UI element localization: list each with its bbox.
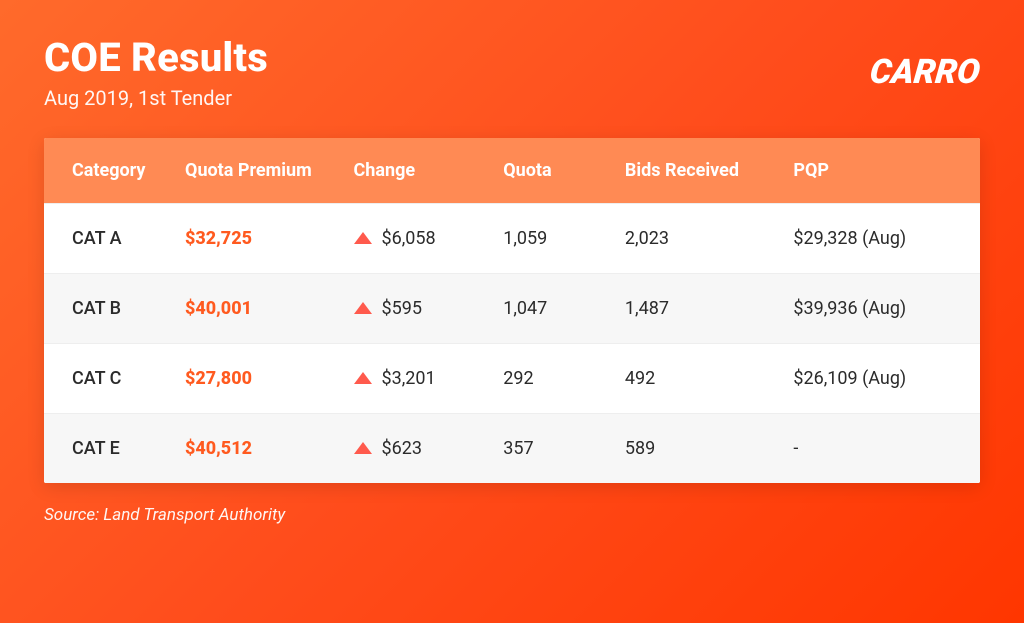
col-header-bids: Bids Received xyxy=(615,138,783,204)
cell-change: $6,058 xyxy=(344,204,494,274)
cell-change: $595 xyxy=(344,274,494,344)
cell-quota: 292 xyxy=(493,344,615,414)
page-subtitle: Aug 2019, 1st Tender xyxy=(44,86,268,110)
cell-premium: $40,001 xyxy=(175,274,343,344)
cell-quota: 357 xyxy=(493,414,615,484)
cell-change-value: $595 xyxy=(382,298,422,319)
table-row: CAT C $27,800 $3,201 292 492 $26,109 (Au… xyxy=(44,344,980,414)
results-table: Category Quota Premium Change Quota Bids… xyxy=(44,138,980,483)
results-table-container: Category Quota Premium Change Quota Bids… xyxy=(44,138,980,483)
table-row: CAT B $40,001 $595 1,047 1,487 $39,936 (… xyxy=(44,274,980,344)
arrow-up-icon xyxy=(354,232,372,244)
cell-category: CAT A xyxy=(44,204,175,274)
cell-quota: 1,047 xyxy=(493,274,615,344)
source-attribution: Source: Land Transport Authority xyxy=(44,505,980,525)
table-row: CAT E $40,512 $623 357 589 - xyxy=(44,414,980,484)
cell-category: CAT C xyxy=(44,344,175,414)
arrow-up-icon xyxy=(354,302,372,314)
cell-change-value: $6,058 xyxy=(382,228,436,249)
col-header-pqp: PQP xyxy=(783,138,980,204)
col-header-change: Change xyxy=(344,138,494,204)
cell-pqp: $39,936 (Aug) xyxy=(783,274,980,344)
cell-change: $623 xyxy=(344,414,494,484)
table-header-row: Category Quota Premium Change Quota Bids… xyxy=(44,138,980,204)
col-header-premium: Quota Premium xyxy=(175,138,343,204)
cell-premium: $27,800 xyxy=(175,344,343,414)
table-body: CAT A $32,725 $6,058 1,059 2,023 $29,328… xyxy=(44,204,980,484)
cell-change: $3,201 xyxy=(344,344,494,414)
coe-results-card: COE Results Aug 2019, 1st Tender CARRO C… xyxy=(0,0,1024,623)
arrow-up-icon xyxy=(354,372,372,384)
cell-premium: $32,725 xyxy=(175,204,343,274)
cell-change-value: $623 xyxy=(382,438,422,459)
col-header-category: Category xyxy=(44,138,175,204)
cell-bids: 492 xyxy=(615,344,783,414)
cell-bids: 2,023 xyxy=(615,204,783,274)
cell-category: CAT B xyxy=(44,274,175,344)
cell-category: CAT E xyxy=(44,414,175,484)
cell-premium: $40,512 xyxy=(175,414,343,484)
cell-pqp: $29,328 (Aug) xyxy=(783,204,980,274)
cell-change-value: $3,201 xyxy=(382,368,436,389)
cell-bids: 1,487 xyxy=(615,274,783,344)
title-block: COE Results Aug 2019, 1st Tender xyxy=(44,36,268,110)
arrow-up-icon xyxy=(354,442,372,454)
table-row: CAT A $32,725 $6,058 1,059 2,023 $29,328… xyxy=(44,204,980,274)
cell-bids: 589 xyxy=(615,414,783,484)
cell-quota: 1,059 xyxy=(493,204,615,274)
carro-logo: CARRO xyxy=(868,52,982,92)
cell-pqp: - xyxy=(783,414,980,484)
cell-pqp: $26,109 (Aug) xyxy=(783,344,980,414)
col-header-quota: Quota xyxy=(493,138,615,204)
page-title: COE Results xyxy=(44,36,268,80)
header: COE Results Aug 2019, 1st Tender CARRO xyxy=(44,36,980,110)
